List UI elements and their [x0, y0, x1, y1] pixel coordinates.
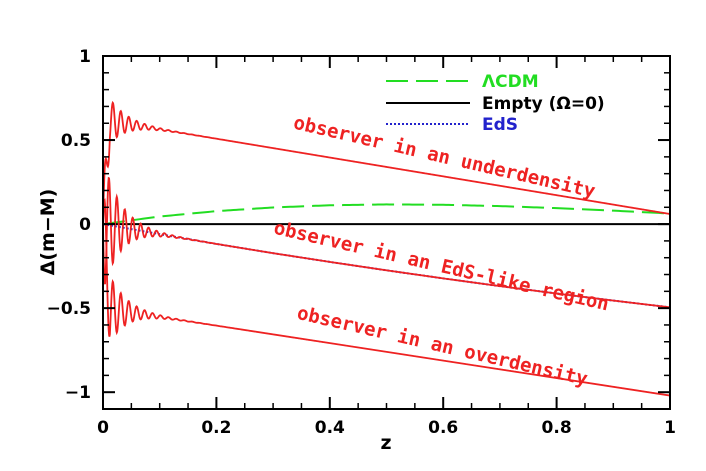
legend-label-eds: EdS	[482, 115, 518, 135]
annotation-overdensity: observer in an overdensity	[295, 302, 590, 390]
legend-label-lcdm: ΛCDM	[482, 72, 539, 92]
y-tick-label: 0.5	[61, 131, 91, 151]
x-tick-label: 1	[664, 418, 676, 438]
y-tick-label: −0.5	[47, 299, 91, 319]
legend: ΛCDM Empty (Ω=0) EdS	[386, 72, 605, 135]
y-axis-label: Δ(m−M)	[37, 189, 59, 276]
curves-layer	[102, 100, 671, 397]
x-tick-label: 0.8	[542, 418, 572, 438]
x-axis-label: z	[380, 432, 391, 454]
series-lcdm	[102, 203, 671, 226]
ticks-layer	[102, 55, 671, 409]
y-tick-label: 0	[79, 215, 91, 235]
x-tick-label: 0	[97, 418, 109, 438]
annotation-underdensity: observer in an underdensity	[291, 112, 597, 203]
observer-curve-overdensity	[102, 198, 671, 397]
tick-labels-layer: 0 0.2 0.4 0.6 0.8 1 −1 −0.5 0 0.5 1	[47, 47, 676, 438]
x-tick-label: 0.4	[315, 418, 345, 438]
y-tick-label: 1	[79, 47, 91, 67]
observer-curve-eds-like	[102, 176, 671, 309]
annotation-eds-like: observer in an EdS-like region	[272, 217, 611, 316]
x-tick-label: 0.6	[428, 418, 458, 438]
legend-label-empty: Empty (Ω=0)	[482, 94, 605, 114]
x-tick-label: 0.2	[201, 418, 231, 438]
y-tick-label: −1	[65, 383, 91, 403]
observer-curve-underdensity	[102, 100, 671, 225]
